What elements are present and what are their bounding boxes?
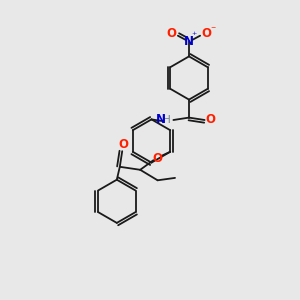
Text: N: N — [156, 113, 166, 126]
Text: N: N — [184, 35, 194, 48]
Text: $^+$: $^+$ — [190, 31, 198, 40]
Text: O: O — [152, 152, 162, 165]
Text: H: H — [163, 115, 170, 125]
Text: O: O — [166, 27, 176, 40]
Text: O: O — [202, 27, 212, 40]
Text: O: O — [206, 113, 216, 126]
Text: $^-$: $^-$ — [209, 24, 217, 33]
Text: O: O — [118, 138, 128, 151]
